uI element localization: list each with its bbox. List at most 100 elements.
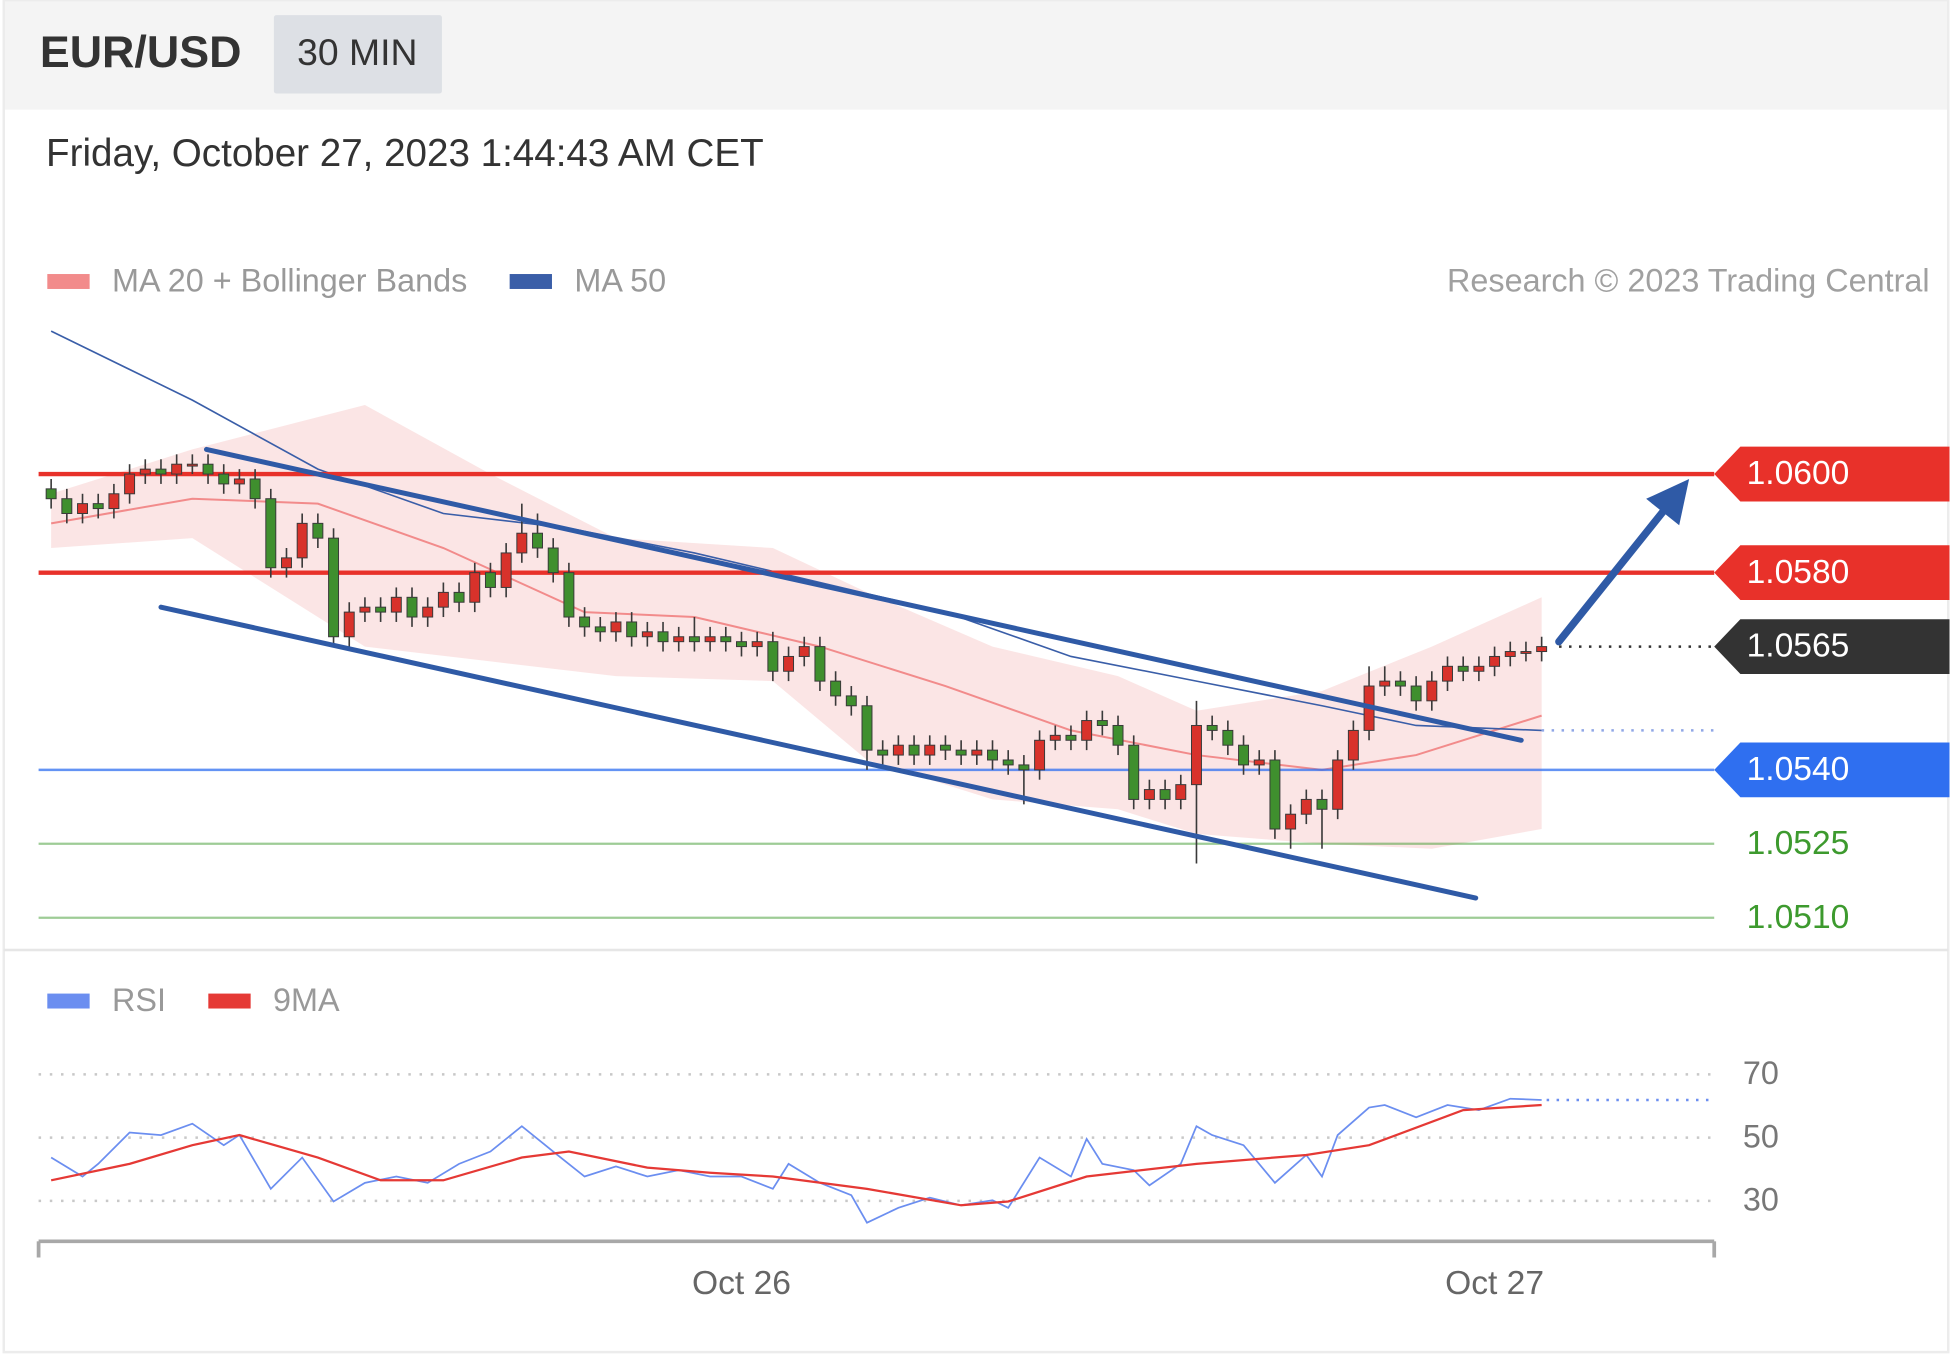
level-label: 1.0600 xyxy=(1747,455,1850,492)
candle-body xyxy=(861,705,873,751)
candle-body xyxy=(704,636,716,643)
candle-body xyxy=(626,621,638,638)
price-panel: MA 20 + Bollinger Bands MA 50 1.0600 1.0580… xyxy=(38,262,1950,936)
candle-body xyxy=(312,522,324,539)
candle-body xyxy=(92,503,104,510)
candle-body xyxy=(1206,724,1218,731)
candle-body xyxy=(406,596,418,618)
candle-body xyxy=(1379,680,1391,687)
legend-swatch xyxy=(509,274,552,289)
legend-label: RSI xyxy=(112,982,166,1018)
candle-body xyxy=(1065,734,1077,741)
candle-body xyxy=(720,636,732,643)
candle-body xyxy=(1410,685,1422,702)
y-tick-label: 50 xyxy=(1743,1118,1779,1154)
candle-body xyxy=(453,591,465,603)
candle-body xyxy=(437,591,449,608)
credit: Research © 2023 Trading Central xyxy=(1447,262,1930,298)
y-tick-label: 70 xyxy=(1743,1055,1779,1091)
candle-body xyxy=(1159,789,1171,800)
candle-body xyxy=(987,749,998,761)
candle-body xyxy=(186,463,198,467)
level-label: 1.0525 xyxy=(1747,825,1850,862)
candle-body xyxy=(1473,665,1485,672)
candle-body xyxy=(359,606,371,613)
candle-body xyxy=(296,522,308,559)
candle-body xyxy=(484,572,496,588)
candle-body xyxy=(1316,798,1328,810)
legend-label: MA 50 xyxy=(574,262,666,298)
candle-body xyxy=(1128,744,1140,800)
candle-body xyxy=(139,468,151,475)
candle-body xyxy=(422,606,434,618)
candle-body xyxy=(673,636,685,643)
candle-body xyxy=(516,532,528,554)
candle-body xyxy=(233,478,245,485)
candle-body xyxy=(1347,729,1359,761)
candle-body xyxy=(1002,759,1014,766)
level-flag xyxy=(1714,545,1950,601)
candle-body xyxy=(1457,665,1469,672)
candle-body xyxy=(955,749,967,756)
candle-body xyxy=(1489,655,1501,667)
legend-swatch xyxy=(47,274,90,289)
candle-body xyxy=(1238,744,1250,766)
candle-body xyxy=(1520,651,1532,654)
legend-swatch xyxy=(208,993,251,1009)
candle-body xyxy=(641,631,653,638)
candle-body xyxy=(1081,720,1093,741)
candle-body xyxy=(767,641,779,672)
candle-body xyxy=(390,596,402,613)
candle-body xyxy=(924,744,936,756)
level-label: 1.0510 xyxy=(1747,899,1850,936)
candle-body xyxy=(61,498,73,514)
interval-button[interactable] xyxy=(273,15,442,94)
forecast-arrow xyxy=(1555,508,1667,646)
candle-body xyxy=(108,493,120,510)
x-tick-label: Oct 27 xyxy=(1445,1265,1544,1302)
rsi-ma-line xyxy=(50,1103,1542,1207)
candle-body xyxy=(1190,724,1202,786)
candle-body xyxy=(1394,680,1406,687)
candle-body xyxy=(579,616,591,628)
candle-body xyxy=(610,621,622,633)
candle-body xyxy=(1175,784,1187,800)
candle-body xyxy=(798,646,810,657)
bollinger-band xyxy=(51,405,1542,849)
candle-body xyxy=(939,744,951,751)
trend-line xyxy=(158,604,1479,901)
legend-label: MA 20 + Bollinger Bands xyxy=(112,262,467,298)
level-flag xyxy=(1714,742,1950,798)
candle-body xyxy=(1143,789,1155,800)
forecast-arrowhead xyxy=(1646,478,1690,526)
candle-body xyxy=(1096,720,1108,726)
interval-label[interactable]: 30 MIN xyxy=(297,31,417,73)
candle-body xyxy=(877,749,889,756)
level-label: 1.0565 xyxy=(1747,628,1850,665)
candle-body xyxy=(328,537,340,638)
candle-body xyxy=(830,680,842,697)
candle-body xyxy=(1285,813,1297,830)
candle-body xyxy=(375,606,387,613)
candle-body xyxy=(1222,729,1234,746)
candle-body xyxy=(469,572,481,603)
candle-body xyxy=(343,611,355,638)
candle-body xyxy=(1442,665,1453,682)
candle-body xyxy=(594,626,606,633)
candle-body xyxy=(547,547,559,574)
candle-body xyxy=(1034,739,1046,771)
candle-body xyxy=(202,463,214,475)
level-label: 1.0580 xyxy=(1747,554,1850,591)
candle-body xyxy=(688,636,700,643)
candle-body xyxy=(171,463,183,475)
candle-body xyxy=(45,488,57,500)
candle-body xyxy=(657,631,669,643)
y-tick-label: 30 xyxy=(1743,1182,1779,1218)
candle-body xyxy=(1112,724,1124,746)
trend-line xyxy=(203,446,1524,743)
level-flag xyxy=(1714,446,1950,502)
candle-body xyxy=(971,749,983,756)
candle-body xyxy=(265,498,277,569)
